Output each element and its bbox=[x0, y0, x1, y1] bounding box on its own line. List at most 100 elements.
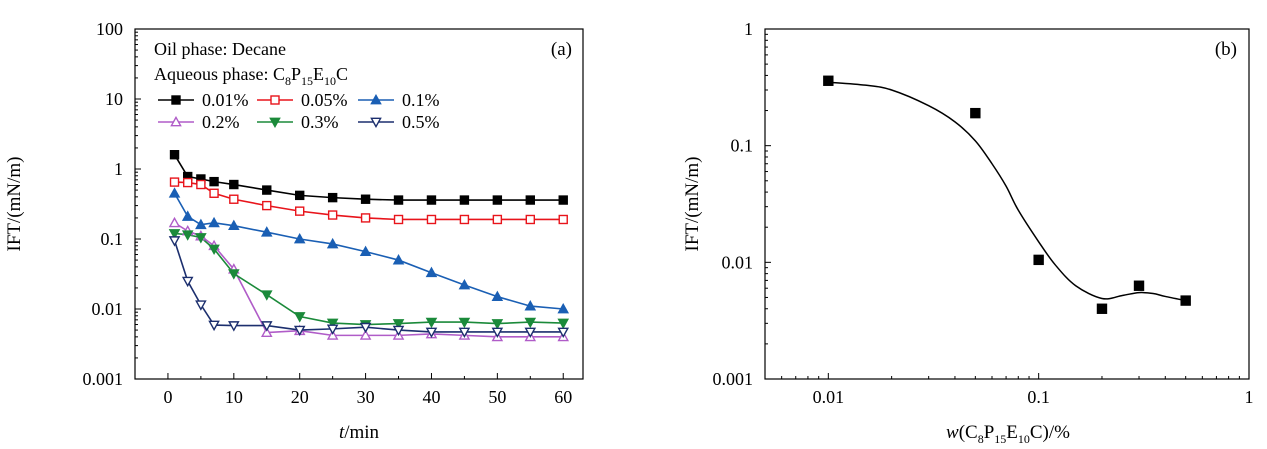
annotation-aqueous-phase: Aqueous phase: C8P15E10C bbox=[154, 64, 348, 88]
data-point-b bbox=[1133, 280, 1145, 291]
fit-curve-b bbox=[828, 81, 1186, 302]
data-point-series-1 bbox=[360, 213, 371, 223]
legend-label-2: 0.1% bbox=[402, 90, 440, 110]
data-point-series-1 bbox=[229, 194, 239, 204]
data-point-series-2 bbox=[260, 226, 273, 237]
chart-panel-b: 0.01 0.1 1 0.001 0.01 0.1 1 IFT/(mN/m) w(C8P15… bbox=[682, 19, 1254, 446]
data-point-series-2 bbox=[293, 232, 306, 244]
data-point-series-1 bbox=[492, 214, 503, 225]
y-tick-label-a: 100 bbox=[96, 19, 123, 39]
legend-a: 0.01% 0.05% 0.1% 0.2% 0.3% 0.5% bbox=[158, 90, 440, 132]
y-tick-label-b: 0.01 bbox=[722, 252, 754, 272]
series-line-2 bbox=[173, 192, 564, 310]
data-point-b bbox=[823, 75, 834, 86]
x-tick-label-b: 0.1 bbox=[1027, 387, 1050, 407]
data-point-series-3 bbox=[168, 216, 181, 228]
x-axis-label-b: w(C8P15E10C)/% bbox=[946, 422, 1070, 446]
data-point-series-5 bbox=[181, 276, 194, 288]
data-point-b bbox=[1033, 254, 1044, 266]
data-point-series-2 bbox=[359, 245, 372, 257]
y-axis-label-a: IFT/(mN/m) bbox=[4, 157, 25, 252]
x-tick-label-a: 50 bbox=[488, 387, 506, 407]
y-tick-label-b: 1 bbox=[744, 19, 753, 39]
data-point-series-0 bbox=[525, 195, 535, 205]
data-point-series-0 bbox=[169, 150, 180, 160]
data-point-series-3 bbox=[359, 329, 372, 340]
data-point-series-2 bbox=[557, 302, 570, 314]
data-point-series-2 bbox=[181, 210, 194, 221]
annotation-oil-phase: Oil phase: Decane bbox=[154, 39, 286, 59]
data-point-series-4 bbox=[326, 318, 339, 330]
y-tick-label-a: 0.001 bbox=[83, 369, 124, 389]
data-point-series-1 bbox=[426, 214, 437, 225]
data-point-series-2 bbox=[491, 290, 504, 302]
legend-marker-2 bbox=[370, 93, 382, 105]
data-point-series-4 bbox=[458, 317, 471, 329]
data-point-series-5 bbox=[392, 325, 405, 337]
plot-frame-a bbox=[134, 28, 584, 380]
data-point-series-0 bbox=[327, 192, 338, 203]
legend-marker-3 bbox=[170, 115, 182, 127]
data-point-series-5 bbox=[458, 327, 471, 338]
series-line-4 bbox=[174, 232, 564, 326]
x-tick-label-a: 10 bbox=[225, 387, 243, 407]
data-point-series-0 bbox=[209, 176, 219, 187]
data-point-series-1 bbox=[169, 177, 180, 187]
data-point-series-1 bbox=[209, 188, 219, 198]
data-point-series-1 bbox=[393, 214, 404, 225]
data-point-series-1 bbox=[262, 200, 272, 211]
data-point-series-4 bbox=[557, 318, 570, 330]
plot-frame-b bbox=[764, 28, 1250, 380]
series-line-0 bbox=[173, 154, 564, 201]
data-point-series-2 bbox=[326, 237, 339, 249]
x-tick-label-b: 1 bbox=[1245, 387, 1254, 407]
data-point-series-2 bbox=[208, 216, 220, 228]
data-point-series-0 bbox=[360, 194, 371, 204]
data-point-series-5 bbox=[228, 321, 240, 332]
y-axis-label-b: IFT/(mN/m) bbox=[682, 157, 703, 252]
data-point-series-2 bbox=[168, 187, 181, 198]
y-tick-label-a: 0.01 bbox=[92, 299, 124, 319]
data-point-series-5 bbox=[524, 327, 537, 338]
data-point-series-4 bbox=[392, 319, 405, 330]
data-point-series-5 bbox=[557, 327, 570, 338]
data-point-series-4 bbox=[260, 290, 273, 301]
data-point-series-2 bbox=[458, 278, 471, 290]
x-tick-label-a: 30 bbox=[357, 387, 375, 407]
x-tick-label-a: 60 bbox=[554, 387, 572, 407]
data-point-series-5 bbox=[195, 300, 207, 311]
y-tick-label-a: 10 bbox=[105, 89, 123, 109]
data-point-series-2 bbox=[195, 218, 207, 230]
data-point-series-0 bbox=[262, 185, 272, 195]
data-point-series-5 bbox=[359, 322, 372, 334]
data-point-b bbox=[1096, 303, 1108, 314]
data-point-series-1 bbox=[459, 214, 470, 225]
data-point-series-0 bbox=[295, 190, 305, 201]
data-point-series-2 bbox=[228, 219, 240, 231]
x-tick-label-a: 20 bbox=[291, 387, 309, 407]
data-point-series-4 bbox=[181, 230, 194, 241]
data-point-series-0 bbox=[229, 179, 239, 190]
x-tick-label-a: 40 bbox=[422, 387, 440, 407]
data-point-series-1 bbox=[196, 179, 206, 190]
legend-label-0: 0.01% bbox=[202, 90, 249, 110]
legend-marker-4 bbox=[269, 117, 281, 129]
data-point-series-5 bbox=[208, 320, 220, 332]
data-point-series-4 bbox=[168, 229, 181, 240]
data-point-series-4 bbox=[208, 244, 220, 256]
data-point-series-3 bbox=[260, 326, 273, 337]
data-point-series-5 bbox=[168, 236, 181, 247]
legend-label-4: 0.3% bbox=[301, 112, 339, 132]
data-point-series-1 bbox=[327, 210, 338, 220]
data-point-series-1 bbox=[525, 214, 535, 225]
x-axis-label-a: t/min bbox=[339, 422, 380, 443]
legend-label-3: 0.2% bbox=[202, 112, 240, 132]
data-point-series-5 bbox=[425, 327, 438, 338]
chart-panel-a: 0 10 20 30 40 50 60 0.001 0.01 0.1 1 10 100 IFT/(mN/… bbox=[4, 19, 584, 443]
legend-label-1: 0.05% bbox=[301, 90, 348, 110]
series-line-3 bbox=[174, 222, 564, 338]
data-point-series-5 bbox=[293, 325, 306, 337]
data-point-series-1 bbox=[558, 214, 568, 225]
data-point-series-0 bbox=[459, 195, 470, 205]
